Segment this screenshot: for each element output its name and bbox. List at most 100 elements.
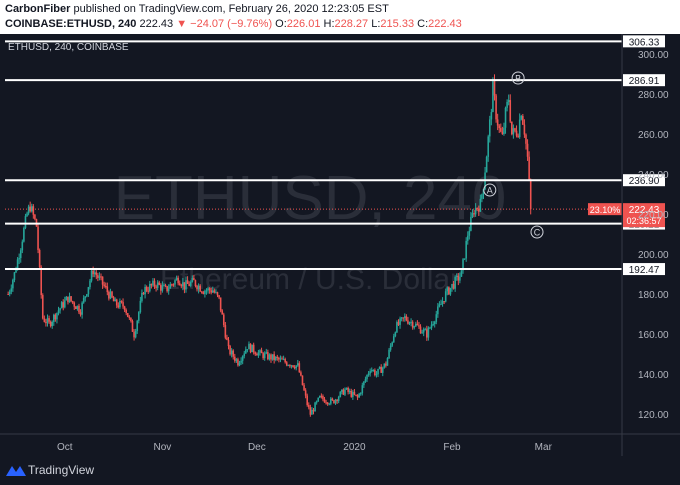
candle-body — [318, 395, 321, 398]
candle-body — [37, 226, 39, 250]
published-text: published on TradingView.com, February 2… — [73, 3, 389, 15]
candle-body — [32, 206, 35, 215]
candle-body — [106, 286, 109, 293]
candle-body — [413, 326, 416, 328]
candle-body — [18, 258, 20, 260]
candle-body — [473, 213, 475, 215]
candle-body — [136, 320, 139, 331]
tradingview-brand[interactable]: TradingView — [28, 463, 95, 477]
x-tick-label: Feb — [443, 442, 461, 453]
candle-body — [397, 322, 400, 325]
candle-body — [174, 280, 176, 285]
open-label: O: — [275, 18, 287, 30]
candle-body — [125, 310, 127, 314]
candle-body — [21, 241, 24, 251]
candle-body — [62, 302, 65, 308]
candle-body — [430, 324, 433, 328]
candle-body — [356, 395, 359, 398]
candle-body — [282, 359, 285, 361]
candle-body — [411, 321, 414, 328]
open-value: 226.01 — [286, 18, 321, 30]
candle-body — [152, 280, 154, 286]
candle-body — [243, 353, 246, 357]
candle-body — [493, 80, 496, 96]
candle-body — [178, 283, 181, 286]
candle-body — [172, 284, 175, 286]
candle-body — [512, 128, 515, 135]
candle-body — [185, 280, 187, 290]
candle-body — [415, 323, 417, 327]
candle-body — [407, 320, 409, 324]
candle-body — [104, 285, 107, 287]
y-tick-label: 260.00 — [638, 130, 669, 141]
candle-body — [501, 131, 504, 135]
candle-body — [194, 280, 197, 286]
candle-body — [435, 314, 438, 322]
x-tick-label: Nov — [153, 442, 171, 453]
author-name[interactable]: CarbonFiber — [5, 3, 71, 15]
y-tick-label: 220.00 — [638, 210, 669, 221]
candle-body — [380, 366, 382, 373]
candle-body — [500, 128, 502, 132]
candle-body — [504, 107, 507, 128]
candle-body — [459, 276, 461, 281]
candle-body — [75, 306, 77, 310]
candle-body — [295, 365, 297, 369]
candle-body — [16, 259, 19, 270]
candle-body — [341, 389, 343, 392]
candle-body — [285, 362, 288, 366]
percent-tag — [588, 203, 622, 216]
candle-body — [292, 365, 294, 368]
candle-body — [153, 280, 156, 287]
candle-body — [52, 314, 55, 323]
candle-body — [317, 397, 320, 402]
last-price: 222.43 — [139, 18, 174, 30]
candle-body — [405, 316, 408, 321]
candle-body — [372, 370, 375, 372]
candle-body — [455, 275, 458, 278]
candle-body — [328, 403, 331, 405]
candle-body — [363, 381, 365, 386]
candle-body — [279, 358, 282, 360]
candle-body — [426, 329, 428, 338]
candle-body — [171, 284, 173, 286]
candle-body — [15, 269, 17, 273]
candle-body — [386, 358, 389, 366]
candle-body — [361, 385, 364, 394]
candle-body — [182, 282, 184, 287]
candle-body — [46, 318, 49, 324]
candle-body — [12, 279, 14, 289]
candle-body — [506, 101, 508, 108]
high-value: 228.27 — [334, 18, 369, 30]
candle-body — [339, 391, 342, 398]
candle-body — [485, 156, 488, 173]
wave-label-circle — [483, 183, 497, 197]
candle-body — [320, 395, 323, 397]
publish-line: CarbonFiber published on TradingView.com… — [5, 3, 389, 15]
candle-body — [84, 296, 87, 298]
candle-body — [115, 299, 118, 306]
candle-body — [222, 314, 225, 326]
candle-body — [87, 287, 90, 295]
change-arrow-icon: ▼ — [176, 18, 188, 30]
candle-body — [381, 367, 384, 373]
candle-body — [323, 399, 326, 403]
candle-body — [300, 372, 302, 376]
low-value: 215.33 — [380, 18, 415, 30]
candle-body — [419, 326, 422, 334]
candle-body — [144, 286, 146, 295]
candle-body — [364, 379, 367, 382]
candle-body — [307, 405, 310, 408]
candle-body — [296, 363, 299, 366]
candle-body — [457, 275, 460, 281]
chart-area[interactable]: ETHUSD, 240 Ethereum / U.S. Dollar 306.33… — [0, 34, 680, 456]
candle-body — [333, 400, 335, 404]
candle-body — [19, 250, 22, 259]
candle-body — [215, 292, 217, 294]
candle-body — [330, 398, 332, 404]
candle-body — [377, 368, 379, 375]
candle-body — [68, 296, 71, 303]
candle-body — [59, 308, 61, 311]
candle-body — [64, 300, 66, 308]
